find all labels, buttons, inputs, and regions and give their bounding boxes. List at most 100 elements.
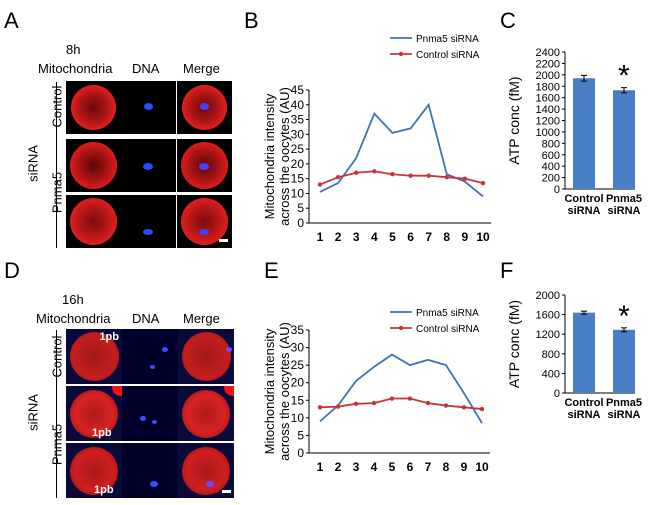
- chart-b-y-label-line2: across the oocytes (AU): [277, 87, 292, 226]
- panel-a-header-dna: DNA: [132, 61, 160, 76]
- panel-d-row-label-control: Control: [49, 335, 65, 378]
- panel-a-pnma5-mito-image-2: [66, 195, 121, 248]
- chart-f-bar-1: [613, 329, 635, 393]
- chart-e-x-tick-label-6: 7: [425, 460, 432, 474]
- panel-letter-a: A: [4, 8, 19, 33]
- chart-b-control-point-9: [480, 180, 486, 186]
- panel-a-header-mitochondria: Mitochondria: [38, 61, 113, 76]
- chart-c-atp-8h: 0200400600800100012001400160018002000220…: [506, 47, 642, 217]
- panel-letter-d: D: [4, 258, 20, 283]
- panel-letter-e: E: [264, 258, 279, 283]
- panel-a-header-merge: Merge: [183, 61, 220, 76]
- chart-b-x-tick-label-0: 1: [317, 230, 324, 244]
- chart-c-category-label-1-0: Pnma5: [606, 193, 642, 205]
- chart-e-y-tick-label-5: 25: [291, 358, 305, 372]
- panel-a-control-dna-image: [121, 81, 176, 134]
- panel-a-row-label-pnma5: Pnma5: [49, 171, 65, 214]
- panel-d-pnma5-merge-image-2: [178, 443, 234, 498]
- chart-b-control-point-8: [462, 176, 468, 181]
- chart-b-x-tick-label-5: 6: [407, 230, 414, 244]
- chart-e-x-tick-label-5: 6: [407, 460, 414, 474]
- chart-b-y-tick-label-1: 5: [297, 201, 304, 215]
- chart-c-category-label-0-1: siRNA: [567, 205, 600, 217]
- chart-e-y-tick-label-0: 0: [297, 446, 304, 460]
- chart-e-legend-label-1: Control siRNA: [416, 324, 480, 335]
- chart-e-y-tick-label-3: 15: [291, 393, 305, 407]
- panel-d-pnma5-mito-image-2: 1pb: [66, 443, 122, 498]
- panel-d-group-label: siRNA: [25, 394, 41, 431]
- panel-a-pnma5-mito-image-1: [66, 139, 121, 192]
- chart-b-y-label-line1: Mitochondria intensity: [262, 93, 277, 219]
- chart-e-control-point-0: [317, 405, 323, 410]
- chart-e-x-tick-label-1: 2: [335, 460, 342, 474]
- chart-c-y-tick-label-5: 1000: [536, 127, 560, 139]
- chart-e-x-tick-label-9: 10: [475, 460, 489, 474]
- panel-d-control-merge-image: [178, 329, 234, 384]
- chart-f-bar-0: [573, 312, 595, 393]
- chart-f-y-label: ATP conc (fM): [506, 300, 522, 388]
- chart-b-y-tick-label-6: 30: [291, 127, 305, 141]
- panel-a-group-label: siRNA: [25, 145, 41, 182]
- chart-b-x-tick-label-4: 5: [389, 230, 396, 244]
- chart-f-category-label-0-0: Control: [564, 397, 603, 409]
- chart-e-x-tick-label-3: 4: [371, 460, 378, 474]
- chart-e-control-point-3: [371, 400, 377, 406]
- chart-c-y-tick-label-3: 600: [542, 150, 560, 162]
- panel-letter-b: B: [244, 8, 259, 33]
- panel-letter-f: F: [500, 258, 514, 283]
- chart-b-control-point-2: [354, 170, 359, 175]
- panel-d-time-label: 16h: [62, 292, 84, 307]
- chart-b-control-point-6: [426, 173, 431, 178]
- chart-f-y-tick-label-5: 2000: [536, 290, 560, 302]
- panel-d-control-dna-image: [122, 329, 178, 384]
- scale-bar: [219, 239, 228, 242]
- chart-b-x-tick-label-2: 3: [353, 230, 360, 244]
- panel-a-time-label: 8h: [66, 42, 81, 57]
- chart-b-series-line-0: [319, 102, 484, 198]
- chart-e-control-point-8: [461, 405, 467, 410]
- chart-c-y-tick-label-4: 800: [542, 138, 560, 150]
- panel-a-control-merge-image: [177, 81, 232, 134]
- chart-e-control-point-7: [443, 403, 449, 408]
- chart-e-y-tick-label-7: 35: [291, 323, 305, 337]
- chart-e-control-point-4: [389, 396, 395, 401]
- chart-e-y-tick-label-4: 20: [291, 376, 305, 390]
- chart-c-y-tick-label-12: 2400: [536, 47, 560, 59]
- chart-e-control-point-5: [407, 396, 413, 401]
- chart-b-legend-label-1: Control siRNA: [416, 50, 480, 61]
- panel-d-row-label-pnma5: Pnma5: [49, 423, 65, 466]
- chart-c-bar-1: [613, 90, 635, 189]
- chart-e-y-tick-label-2: 10: [291, 411, 305, 425]
- chart-c-y-tick-label-10: 2000: [536, 70, 560, 82]
- chart-e-series-line-0: [319, 353, 483, 424]
- chart-b-y-tick-label-2: 10: [291, 186, 305, 200]
- chart-c-y-tick-label-1: 200: [542, 173, 560, 185]
- panel-a-pnma5-merge-image-1: [177, 139, 232, 192]
- chart-f-y-tick-label-3: 1200: [536, 329, 560, 341]
- chart-e-y-tick-label-6: 30: [291, 341, 305, 355]
- chart-b-control-point-4: [390, 172, 395, 177]
- chart-b-control-point-7: [444, 174, 449, 180]
- chart-f-category-label-1-0: Pnma5: [606, 397, 642, 409]
- chart-e-control-point-6: [425, 400, 431, 406]
- chart-f-y-tick-label-2: 800: [542, 349, 560, 361]
- chart-e-series-line-1: [319, 397, 483, 410]
- chart-c-y-tick-label-6: 1200: [536, 116, 560, 128]
- chart-f-significance-star-1: *: [618, 300, 630, 333]
- panel-d-pnma5-merge-image-1: [178, 386, 234, 441]
- chart-f-y-tick-label-0: 0: [554, 388, 560, 400]
- chart-e-x-tick-label-4: 5: [389, 460, 396, 474]
- chart-b-x-tick-label-1: 2: [335, 230, 342, 244]
- chart-b-series-line-1: [319, 170, 484, 186]
- panel-a-control-mito-image: [66, 81, 121, 134]
- chart-e-y-label-line2: across the oocytes (AU): [277, 322, 292, 461]
- chart-c-y-tick-label-8: 1600: [536, 93, 560, 105]
- panel-d-pb-label-1: 1pb: [99, 331, 119, 343]
- panel-d-pnma5-dna-image-2: [122, 443, 178, 498]
- chart-e-legend-label-0: Pnma5 siRNA: [416, 308, 479, 319]
- chart-b-control-point-3: [372, 169, 377, 174]
- chart-e-x-tick-label-2: 3: [353, 460, 360, 474]
